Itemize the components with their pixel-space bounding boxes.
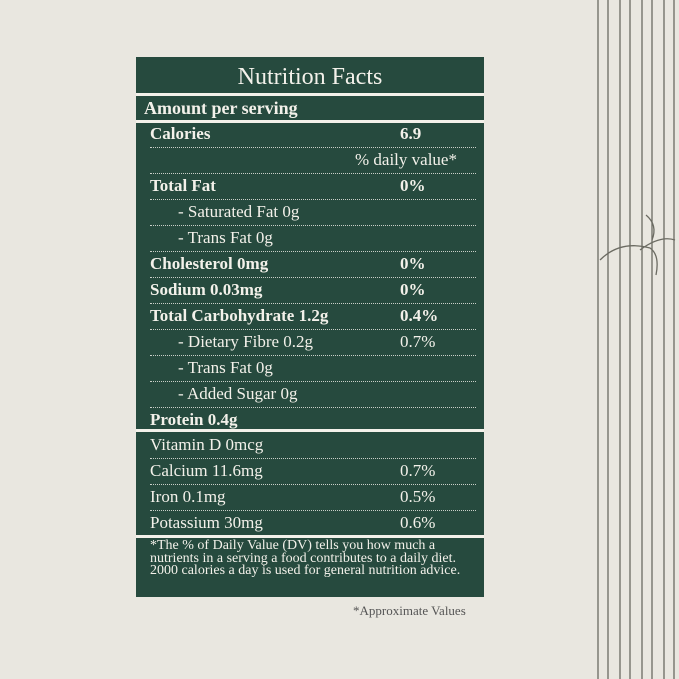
nutrition-facts-panel: Nutrition Facts Amount per serving Calor… xyxy=(136,57,484,597)
nutrient-row: - Added Sugar 0g xyxy=(150,381,476,408)
nutrient-label: - Dietary Fibre 0.2g xyxy=(178,332,314,351)
approximate-values-note: *Approximate Values xyxy=(353,603,466,618)
amount-per-serving: Amount per serving xyxy=(144,98,298,118)
nutrient-label: Cholesterol 0mg xyxy=(150,254,269,273)
nutrient-value: 0% xyxy=(400,176,426,195)
nutrient-row: - Saturated Fat 0g xyxy=(150,199,476,226)
nutrient-value: 6.9 xyxy=(400,124,422,143)
nutrient-row: Protein 0.4g xyxy=(150,407,476,433)
nutrient-label: Calories xyxy=(150,124,211,143)
nutrient-row: Potassium 30mg 0.6% xyxy=(150,510,476,536)
nutrient-value: 0% xyxy=(400,254,426,273)
nutrient-value: 0.6% xyxy=(400,513,436,532)
nutrient-value: 0.4% xyxy=(400,306,439,325)
nutrient-label: Total Fat xyxy=(150,176,216,195)
nutrient-row: Calories 6.9 xyxy=(150,121,476,148)
nutrient-value: 0.5% xyxy=(400,487,436,506)
nutrient-row: Calcium 11.6mg 0.7% xyxy=(150,458,476,485)
nutrient-row: - Trans Fat 0g xyxy=(150,355,476,382)
nutrient-label: - Saturated Fat 0g xyxy=(178,202,300,221)
nutrient-label: Iron 0.1mg xyxy=(150,487,226,506)
panel-title: Nutrition Facts xyxy=(237,64,383,90)
nutrient-value: % daily value* xyxy=(355,150,457,169)
nutrient-row: Vitamin D 0mcg xyxy=(150,432,476,459)
nutrient-row: - Trans Fat 0g xyxy=(150,225,476,252)
nutrient-row: Total Fat 0% xyxy=(150,173,476,200)
divider xyxy=(136,535,484,538)
nutrient-label: Protein 0.4g xyxy=(150,410,238,429)
nutrient-label: Sodium 0.03mg xyxy=(150,280,263,299)
nutrient-row: % daily value* xyxy=(150,147,476,174)
divider xyxy=(136,429,484,432)
nutrient-value: 0.7% xyxy=(400,461,436,480)
nutrient-label: Potassium 30mg xyxy=(150,513,263,532)
nutrient-row: Total Carbohydrate 1.2g 0.4% xyxy=(150,303,476,330)
nutrient-label: Calcium 11.6mg xyxy=(150,461,263,480)
nutrient-row: Iron 0.1mg 0.5% xyxy=(150,484,476,511)
nutrient-label: - Trans Fat 0g xyxy=(178,228,273,247)
nutrient-label: - Trans Fat 0g xyxy=(178,358,273,377)
nutrient-row: - Dietary Fibre 0.2g 0.7% xyxy=(150,329,476,356)
nutrient-label: - Added Sugar 0g xyxy=(178,384,298,403)
bamboo-illustration xyxy=(597,0,676,679)
divider xyxy=(136,120,484,123)
nutrient-value: 0.7% xyxy=(400,332,436,351)
nutrient-value: 0% xyxy=(400,280,426,299)
nutrient-label: Vitamin D 0mcg xyxy=(150,435,264,454)
nutrient-row: Cholesterol 0mg 0% xyxy=(150,251,476,278)
nutrient-label: Total Carbohydrate 1.2g xyxy=(150,306,329,325)
divider xyxy=(136,93,484,96)
footnote: *The % of Daily Value (DV) tells you how… xyxy=(150,538,461,578)
nutrient-row: Sodium 0.03mg 0% xyxy=(150,277,476,304)
